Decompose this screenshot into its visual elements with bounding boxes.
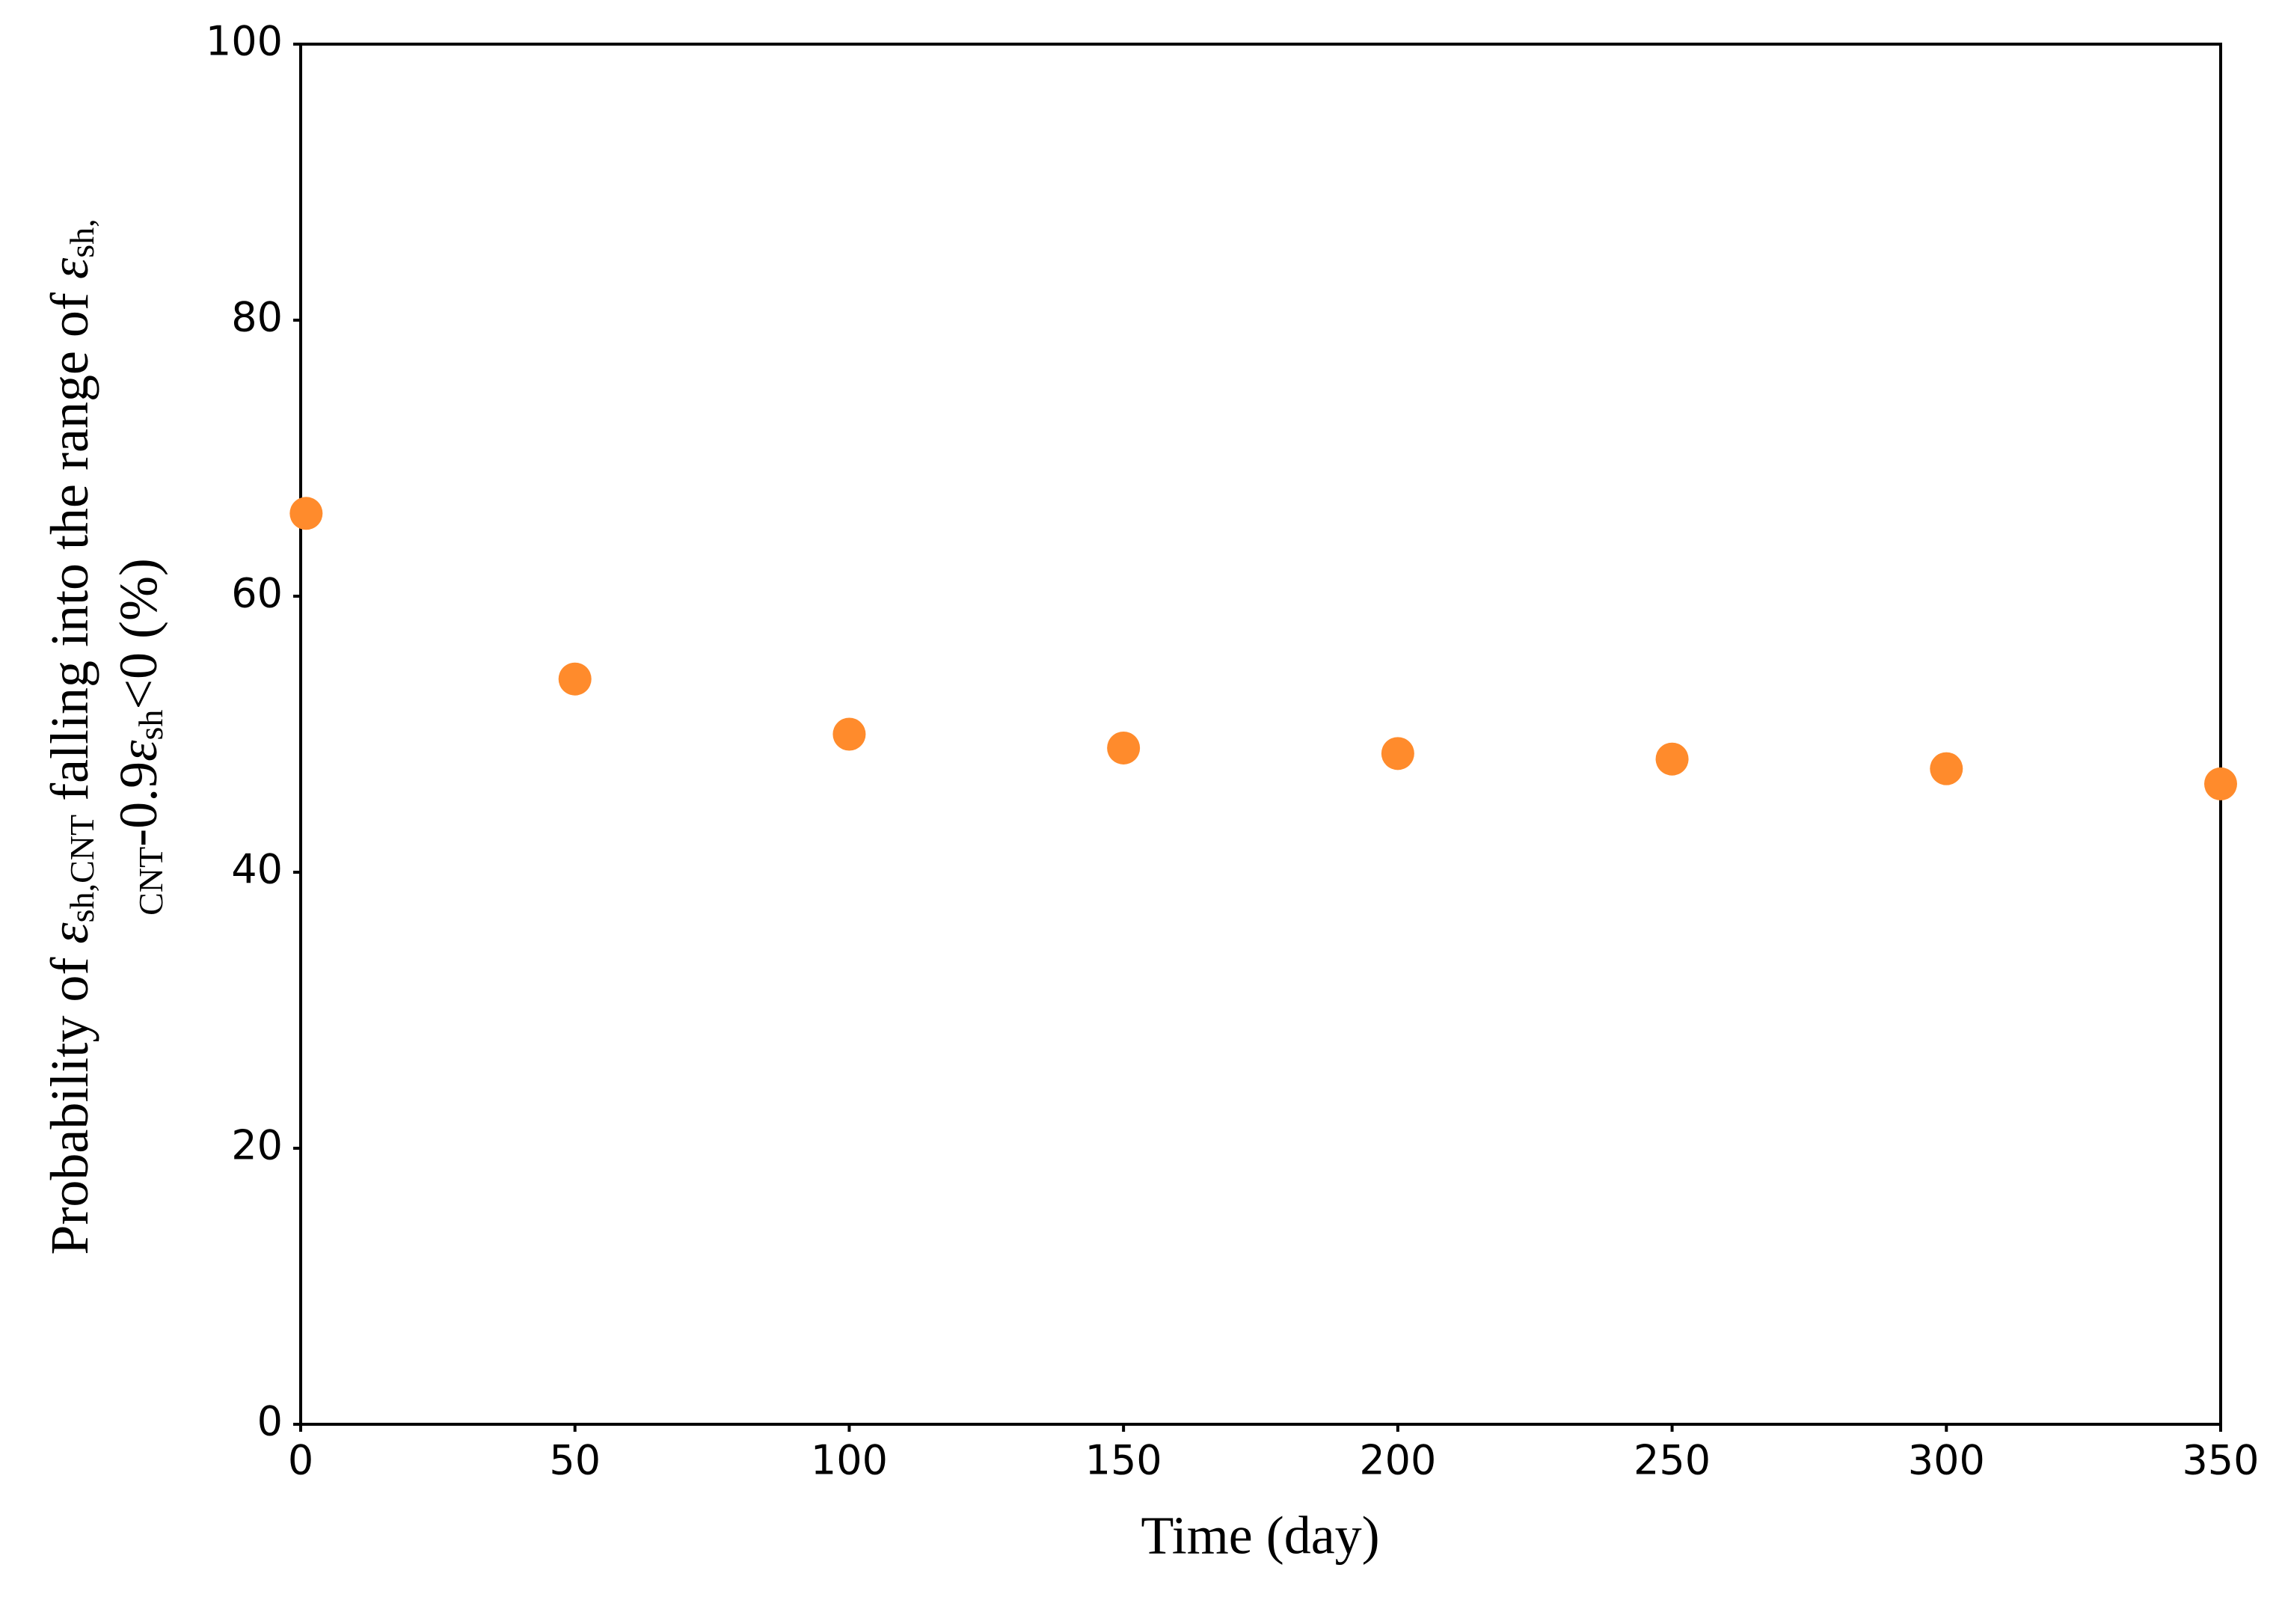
data-point [289, 497, 323, 530]
y-axis-title-line: CNT-0.9εsh<0 (%) [108, 558, 170, 916]
y-tick-label: 80 [231, 294, 283, 341]
label-run: Probability of [40, 944, 99, 1255]
y-axis-title: Probability of εsh,CNT falling into the … [40, 218, 170, 1254]
x-axis-title: Time (day) [1141, 1506, 1379, 1566]
label-run: falling into the range of [40, 279, 99, 815]
label-run: <0 (%) [108, 558, 168, 710]
label-run: -0.9 [108, 762, 168, 847]
data-point [2204, 767, 2237, 800]
label-run: ε [40, 922, 99, 944]
label-run: sh, [63, 218, 101, 257]
y-tick-label: 40 [231, 846, 283, 893]
x-tick-label: 0 [288, 1437, 313, 1484]
label-run: CNT [132, 847, 170, 916]
y-axis-title-line: Probability of εsh,CNT falling into the … [40, 218, 101, 1254]
data-point [1107, 731, 1141, 764]
data-point [558, 662, 592, 696]
plot-frame [299, 43, 2222, 1426]
y-tick-label: 0 [257, 1398, 283, 1445]
y-tick-label: 20 [231, 1122, 283, 1169]
data-point [832, 717, 866, 751]
label-run: sh [132, 710, 170, 741]
x-tick-label: 100 [811, 1437, 888, 1484]
data-point [1930, 752, 1963, 785]
data-point [1655, 742, 1689, 776]
label-run: ε [108, 740, 168, 762]
x-tick-label: 150 [1085, 1437, 1162, 1484]
x-tick-label: 250 [1634, 1437, 1711, 1484]
x-tick-label: 350 [2182, 1437, 2259, 1484]
y-tick-label: 60 [231, 570, 283, 617]
label-run: sh,CNT [63, 815, 101, 922]
y-tick-label: 100 [206, 18, 283, 65]
x-tick-label: 200 [1359, 1437, 1436, 1484]
x-tick-label: 50 [549, 1437, 601, 1484]
label-run: ε [40, 257, 99, 279]
x-tick-label: 300 [1908, 1437, 1985, 1484]
data-point [1381, 737, 1414, 770]
